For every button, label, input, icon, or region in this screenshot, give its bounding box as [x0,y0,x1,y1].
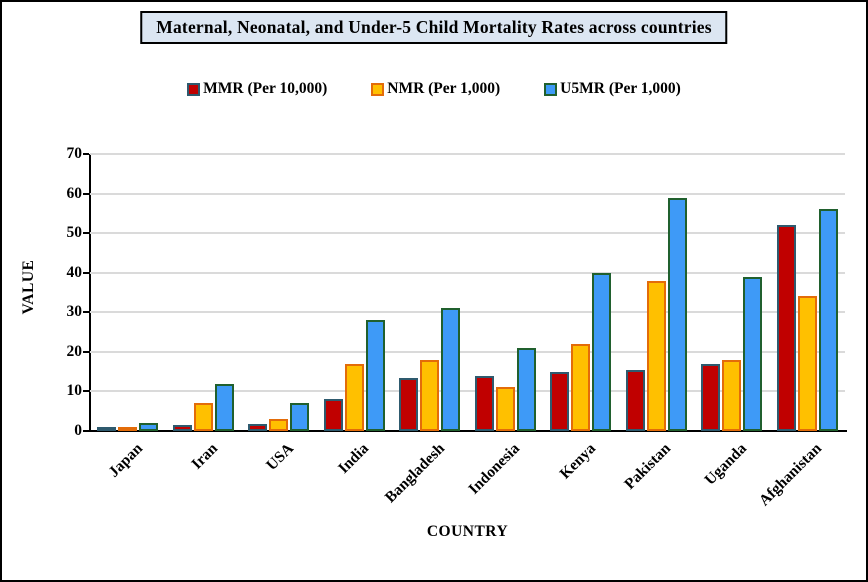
legend-swatch-icon [544,82,558,96]
bar-group-kenya [543,154,619,431]
y-tick-label: 30 [66,303,83,321]
y-tick-label: 50 [66,224,83,242]
bar [214,383,234,431]
bar [118,427,138,431]
legend-item-3: U5MR (Per 1,000) [544,80,681,98]
bar [516,347,536,431]
bar [365,320,385,431]
y-tick-mark [83,271,89,274]
legend-item-1: MMR (Per 10,000) [187,80,327,98]
x-axis-title: COUNTRY [426,523,509,540]
gridline [90,271,845,274]
y-tick-label: 20 [66,342,83,360]
bar-group-indonesia [468,154,544,431]
legend-item-2: NMR (Per 1,000) [371,80,500,98]
bar-group-usa [241,154,317,431]
gridline [90,232,845,235]
y-tick-mark [83,350,89,353]
bar [97,427,117,431]
bar [441,308,461,431]
bar [290,403,310,431]
bar-group-uganda [694,154,770,431]
bar-group-iran [166,154,242,431]
bar-group-bangladesh [392,154,468,431]
y-tick-mark [83,390,89,393]
bar [743,276,763,431]
legend-swatch-icon [371,82,385,96]
bar [474,375,494,431]
bar [625,369,645,431]
y-tick-mark [83,153,89,155]
bar [646,280,666,431]
bar [248,423,268,431]
bar [399,377,419,431]
x-axis-labels: Japan Iran USA India Bangladesh Indonesia Keny… [2,438,866,528]
bar [571,343,591,431]
bar [776,225,796,431]
y-axis-title: VALUE [20,259,37,315]
y-tick-label: 70 [66,145,83,162]
y-axis-line [89,154,91,432]
y-tick-label: 40 [66,263,83,281]
gridline [90,153,845,155]
y-tick-label: 60 [66,184,83,202]
chart-title: Maternal, Neonatal, and Under-5 Child Mo… [140,11,728,44]
bar [701,363,721,431]
legend-swatch-icon [187,82,201,96]
bar [139,423,159,431]
bar [420,359,440,431]
bar [344,363,364,431]
y-tick-label: 10 [66,382,83,400]
bar [592,272,612,431]
legend-label: NMR (Per 1,000) [387,80,501,97]
bar [193,403,213,431]
bar-group-india [317,154,393,431]
x-axis-line [85,430,847,432]
bar [172,424,192,431]
plot-area [90,153,846,431]
bar [818,209,838,431]
bar [667,197,687,431]
legend: MMR (Per 10,000) NMR (Per 1,000) U5MR (Per… [2,80,866,98]
bar-group-japan [90,154,166,431]
bar [722,359,742,431]
bar-group-afghanistan [770,154,846,431]
bar-group-pakistan [619,154,695,431]
bar [495,387,515,431]
legend-label: MMR (Per 10,000) [203,80,328,97]
y-tick-label: 0 [74,422,82,439]
bar [323,399,343,431]
y-tick-mark [83,232,89,235]
legend-label: U5MR (Per 1,000) [560,80,681,97]
y-tick-mark [83,430,89,432]
y-tick-mark [83,192,89,195]
gridline [90,192,845,195]
y-tick-mark [83,311,89,314]
gridline [90,350,845,353]
bar [269,419,289,431]
gridline [90,390,845,393]
gridline [90,311,845,314]
bar [550,371,570,431]
bar [797,296,817,431]
